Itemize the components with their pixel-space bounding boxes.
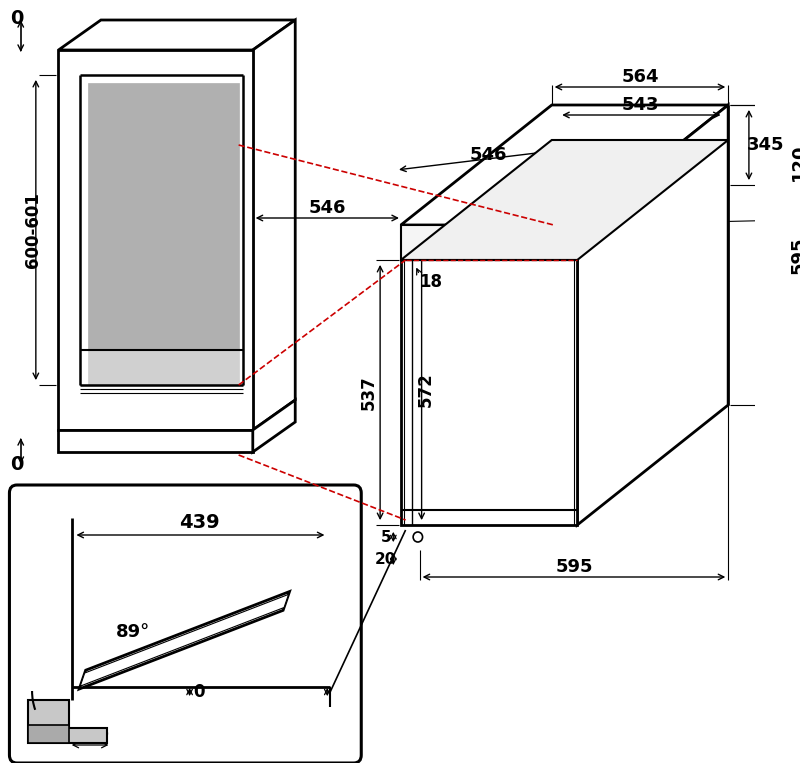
Polygon shape [401, 225, 578, 525]
Polygon shape [88, 350, 238, 385]
Polygon shape [88, 83, 238, 350]
Text: 550: 550 [140, 201, 181, 220]
Text: 595: 595 [555, 558, 593, 576]
Polygon shape [58, 430, 253, 452]
Text: 560-568: 560-568 [117, 321, 200, 339]
Polygon shape [79, 591, 290, 689]
Text: 89°: 89° [116, 623, 150, 641]
Text: 564: 564 [622, 68, 658, 86]
Text: 537: 537 [360, 375, 378, 410]
Polygon shape [28, 725, 69, 743]
Polygon shape [58, 20, 295, 50]
Text: 600-601: 600-601 [24, 192, 42, 268]
Polygon shape [578, 105, 728, 525]
Text: 18: 18 [419, 273, 442, 291]
Text: 20: 20 [375, 552, 397, 568]
Text: 546: 546 [470, 146, 507, 164]
Text: 345: 345 [747, 136, 785, 154]
Text: 0: 0 [10, 8, 24, 27]
Text: 120: 120 [790, 143, 800, 182]
Polygon shape [401, 105, 728, 225]
Text: 572: 572 [416, 372, 434, 407]
Polygon shape [253, 400, 295, 452]
Text: 543: 543 [622, 96, 658, 114]
Polygon shape [28, 700, 106, 743]
Text: 0: 0 [194, 683, 205, 701]
Text: 546: 546 [309, 199, 346, 217]
Polygon shape [58, 50, 253, 430]
Text: 0: 0 [10, 455, 24, 474]
Polygon shape [80, 594, 289, 686]
Text: 439: 439 [179, 513, 220, 533]
Polygon shape [401, 225, 578, 260]
Polygon shape [401, 140, 728, 260]
FancyBboxPatch shape [10, 485, 362, 763]
Text: 10: 10 [85, 726, 110, 744]
Text: 5: 5 [381, 530, 391, 545]
Text: 595: 595 [790, 237, 800, 274]
Polygon shape [253, 20, 295, 430]
